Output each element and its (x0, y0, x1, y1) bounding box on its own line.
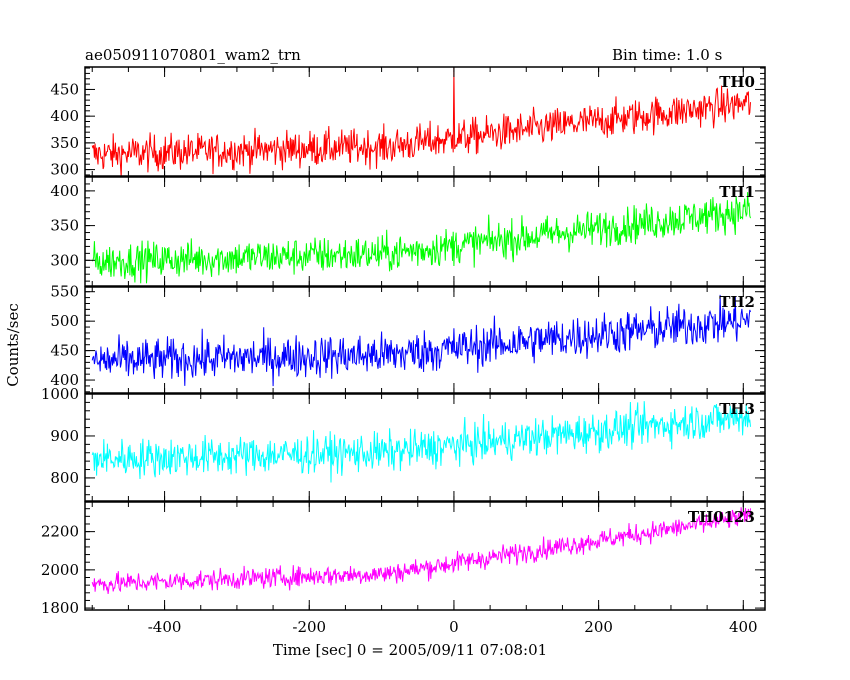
y-tick-label: 400 (50, 182, 79, 200)
y-axis-label: Counts/sec (4, 303, 22, 387)
panel-frame-th1 (84, 176, 766, 287)
y-tick-label: 500 (50, 312, 79, 330)
x-tick-label: -400 (148, 618, 182, 636)
y-tick-label: 400 (50, 371, 79, 389)
y-tick-label: 300 (50, 251, 79, 269)
y-tick-label: 1000 (41, 385, 79, 403)
y-tick-label: 450 (50, 342, 79, 360)
series-line-th3 (91, 401, 751, 483)
y-tick-label: 350 (50, 134, 79, 152)
y-tick-label: 350 (50, 217, 79, 235)
series-line-th0123 (91, 507, 751, 594)
y-tick-label: 900 (50, 427, 79, 445)
y-tick-label: 400 (50, 107, 79, 125)
y-tick-label: 800 (50, 469, 79, 487)
y-tick-label: 450 (50, 80, 79, 98)
panel-frame-th3 (84, 393, 766, 502)
panel-label-th1: TH1 (719, 183, 755, 201)
x-tick-label: -200 (292, 618, 326, 636)
panel-label-th3: TH3 (719, 400, 755, 418)
x-tick-label: 400 (729, 618, 758, 636)
x-tick-label: 0 (449, 618, 459, 636)
y-tick-label: 1800 (41, 599, 79, 617)
chart-title: ae050911070801_wam2_trn (85, 46, 301, 64)
y-tick-label: 2200 (41, 523, 79, 541)
panel-label-th0123: TH0123 (688, 508, 755, 526)
y-tick-label: 2000 (41, 561, 79, 579)
x-axis-label: Time [sec] 0 = 2005/09/11 07:08:01 (273, 641, 547, 659)
y-tick-label: 300 (50, 161, 79, 179)
series-line-th2 (91, 294, 751, 387)
series-line-th1 (91, 192, 751, 284)
y-tick-label: 550 (50, 283, 79, 301)
panel-frame-th0123 (84, 501, 766, 611)
x-tick-label: 200 (584, 618, 613, 636)
panel-frame-th2 (84, 286, 766, 394)
panel-label-th0: TH0 (719, 73, 755, 91)
bin-time-label: Bin time: 1.0 s (612, 46, 723, 64)
panel-label-th2: TH2 (719, 293, 755, 311)
series-line-th0 (91, 67, 751, 176)
